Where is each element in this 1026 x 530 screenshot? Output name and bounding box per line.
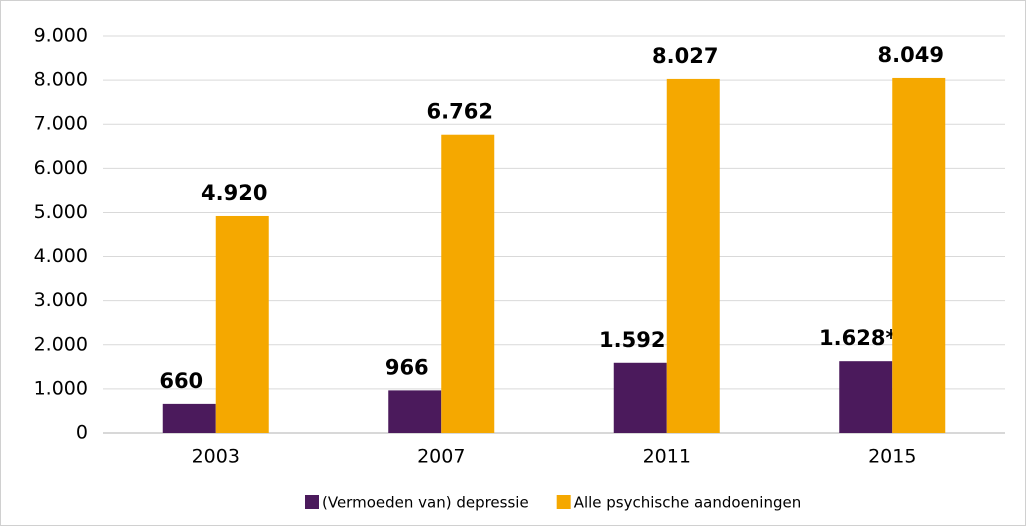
bar xyxy=(215,215,269,433)
y-tick-label: 6.000 xyxy=(34,157,88,179)
bar xyxy=(839,361,893,433)
x-tick-label: 2011 xyxy=(643,446,691,468)
y-tick-label: 8.000 xyxy=(34,69,88,91)
bar xyxy=(162,403,216,433)
value-label: 660 xyxy=(159,369,203,393)
y-tick-label: 1.000 xyxy=(34,377,88,399)
value-label: 966 xyxy=(385,355,429,379)
y-tick-label: 5.000 xyxy=(34,201,88,223)
y-tick-label: 0 xyxy=(76,422,88,444)
bar xyxy=(892,77,946,433)
bar xyxy=(666,78,720,434)
value-label: 1.628* xyxy=(819,326,896,350)
value-label: 6.762 xyxy=(427,100,493,124)
y-tick-label: 7.000 xyxy=(34,113,88,135)
x-tick-label: 2007 xyxy=(417,446,465,468)
y-tick-label: 2.000 xyxy=(34,333,88,355)
bar xyxy=(388,390,442,433)
y-tick-label: 3.000 xyxy=(34,289,88,311)
x-tick-label: 2015 xyxy=(868,446,916,468)
value-label: 8.027 xyxy=(652,44,718,68)
value-label: 4.920 xyxy=(201,181,267,205)
legend-label: Alle psychische aandoeningen xyxy=(574,494,802,512)
bar xyxy=(441,134,495,433)
legend-swatch xyxy=(556,495,571,509)
value-label: 8.049 xyxy=(878,43,944,67)
legend-label: (Vermoeden van) depressie xyxy=(322,494,529,512)
legend-swatch xyxy=(305,495,319,509)
bar xyxy=(613,362,667,433)
y-tick-label: 4.000 xyxy=(34,245,88,267)
x-tick-label: 2003 xyxy=(192,446,240,468)
value-label: 1.592 xyxy=(599,328,665,352)
y-tick-label: 9.000 xyxy=(34,25,88,47)
